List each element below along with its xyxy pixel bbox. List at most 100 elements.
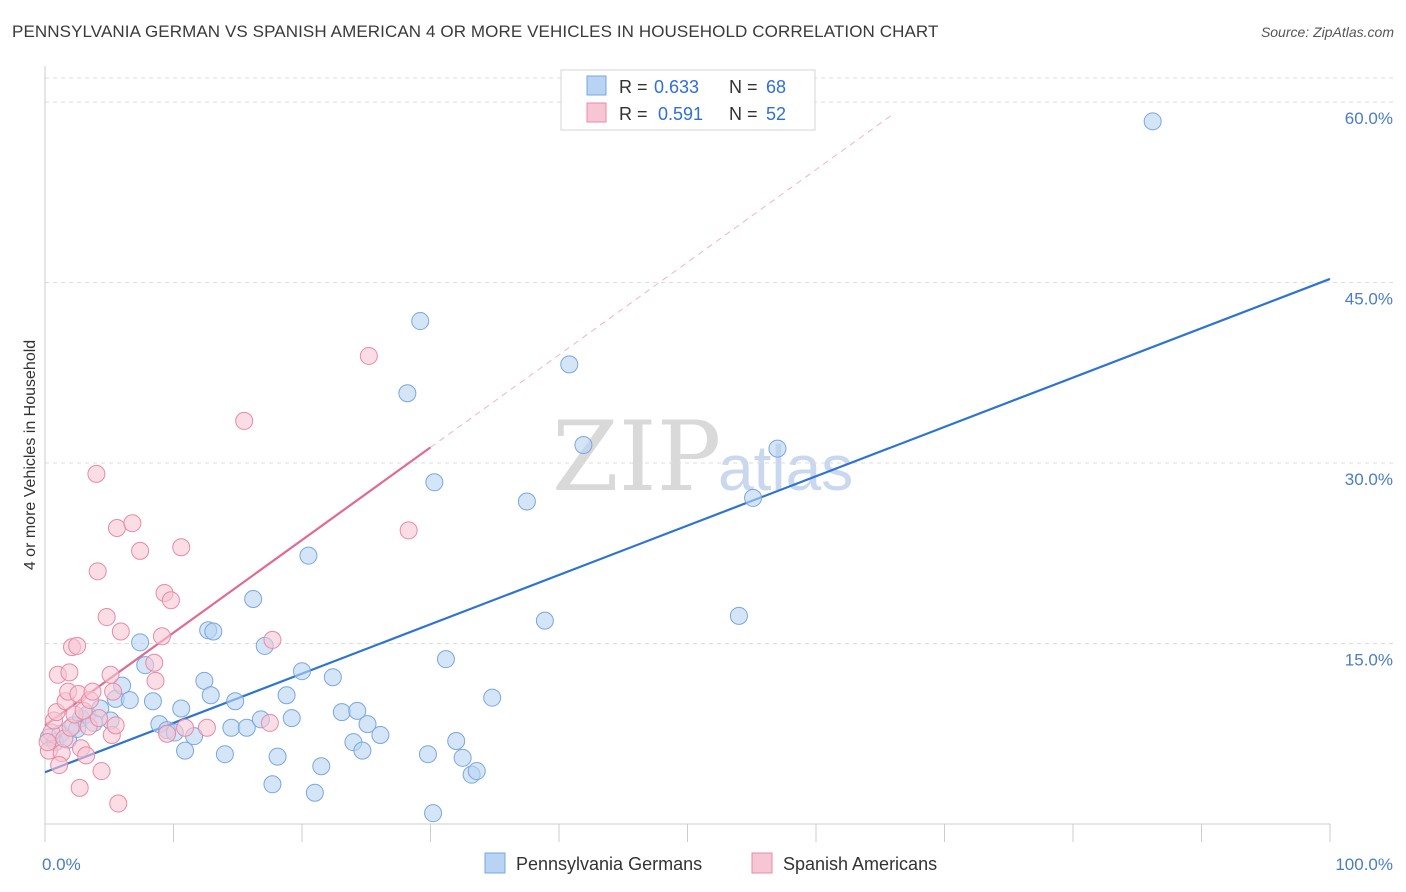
point-pennsylvania-germans-36: [282, 709, 301, 728]
point-pennsylvania-germans-64: [744, 488, 763, 507]
point-pennsylvania-germans-51: [424, 804, 443, 823]
trend-line-pennsylvania-germans: [44, 277, 1331, 774]
point-spanish-americans-32: [111, 622, 130, 641]
point-pennsylvania-germans-58: [483, 688, 502, 707]
bottom-legend-swatch-spanish-americans: [751, 852, 773, 874]
point-spanish-americans-42: [172, 538, 191, 557]
point-spanish-americans-50: [50, 756, 69, 775]
tick-labels: 15.0% 30.0% 45.0% 60.0% 0.0% 100.0%: [42, 109, 1393, 874]
point-spanish-americans-23: [88, 562, 107, 581]
point-pennsylvania-germans-34: [268, 747, 287, 766]
axes: [44, 66, 1331, 842]
point-pennsylvania-germans-24: [201, 686, 220, 705]
point-spanish-americans-21: [83, 682, 102, 701]
point-pennsylvania-germans-33: [263, 775, 282, 794]
point-pennsylvania-germans-40: [312, 757, 331, 776]
point-spanish-americans-46: [260, 713, 279, 732]
data-points: [38, 112, 1162, 823]
point-spanish-americans-35: [131, 541, 150, 560]
point-spanish-americans-9: [60, 663, 79, 682]
point-spanish-americans-34: [123, 514, 142, 533]
point-pennsylvania-germans-47: [371, 725, 390, 744]
y-tick-label-60: 60.0%: [1345, 109, 1393, 128]
point-pennsylvania-germans-46: [358, 715, 377, 734]
point-spanish-americans-13: [68, 636, 87, 655]
legend-r-value-1: 0.591: [658, 104, 703, 124]
grid-lines: [45, 77, 1395, 645]
point-pennsylvania-germans-42: [332, 703, 351, 722]
legend-n-value-0: 68: [766, 77, 786, 97]
point-pennsylvania-germans-27: [222, 718, 241, 737]
point-pennsylvania-germans-53: [436, 650, 455, 669]
legend-n-value-1: 52: [766, 104, 786, 124]
point-spanish-americans-22: [87, 464, 106, 483]
bottom-legend-swatch-pennsylvania-germans: [484, 852, 506, 874]
point-spanish-americans-48: [359, 346, 378, 365]
y-tick-label-30: 30.0%: [1345, 470, 1393, 489]
point-pennsylvania-germans-19: [172, 699, 191, 718]
point-pennsylvania-germans-41: [323, 668, 342, 687]
x-tick-label-end: 100.0%: [1335, 855, 1393, 874]
point-pennsylvania-germans-30: [244, 589, 263, 608]
point-pennsylvania-germans-35: [277, 686, 296, 705]
point-spanish-americans-24: [89, 709, 108, 728]
point-spanish-americans-33: [109, 794, 128, 813]
point-pennsylvania-germans-49: [411, 312, 430, 331]
point-spanish-americans-47: [263, 630, 282, 649]
point-pennsylvania-germans-65: [768, 439, 787, 458]
point-spanish-americans-38: [152, 627, 171, 646]
point-pennsylvania-germans-37: [293, 662, 311, 681]
point-pennsylvania-germans-44: [348, 701, 367, 720]
source-credit: Source: ZipAtlas.com: [1260, 24, 1394, 40]
legend-r-value-0: 0.633: [654, 77, 699, 97]
point-pennsylvania-germans-29: [237, 718, 256, 737]
x-tick-label-start: 0.0%: [42, 855, 81, 874]
bottom-legend-label-pennsylvania-germans: Pennsylvania Germans: [516, 854, 702, 874]
legend-n-label-0: N =: [729, 77, 758, 97]
point-spanish-americans-36: [145, 653, 164, 672]
y-tick-label-45: 45.0%: [1345, 290, 1393, 309]
point-pennsylvania-germans-13: [131, 633, 150, 652]
trend-extension-spanish-americans: [430, 113, 894, 448]
y-tick-label-15: 15.0%: [1345, 651, 1393, 670]
point-spanish-americans-30: [106, 716, 125, 735]
point-pennsylvania-germans-62: [574, 435, 593, 454]
point-spanish-americans-49: [399, 521, 418, 540]
point-pennsylvania-germans-61: [560, 355, 579, 374]
point-spanish-americans-29: [104, 682, 123, 701]
legend: R = 0.633 N = 68 R = 0.591 N = 52: [560, 69, 816, 131]
watermark-zip: ZIP: [552, 401, 721, 513]
point-spanish-americans-44: [197, 718, 216, 737]
legend-r-label-1: R =: [619, 104, 648, 124]
point-spanish-americans-15: [70, 778, 89, 797]
point-pennsylvania-germans-12: [120, 691, 139, 710]
point-pennsylvania-germans-25: [204, 622, 223, 641]
point-pennsylvania-germans-48: [398, 384, 417, 403]
point-spanish-americans-45: [235, 411, 254, 430]
trend-line-spanish-americans: [44, 446, 432, 727]
legend-swatch-spanish-americans: [586, 102, 607, 123]
point-pennsylvania-germans-59: [517, 492, 536, 511]
point-pennsylvania-germans-60: [535, 611, 554, 630]
point-pennsylvania-germans-55: [453, 748, 472, 767]
point-pennsylvania-germans-63: [729, 606, 748, 625]
point-spanish-americans-43: [176, 718, 195, 737]
legend-r-label-0: R =: [619, 77, 648, 97]
point-pennsylvania-germans-38: [299, 546, 318, 565]
point-spanish-americans-25: [92, 762, 111, 781]
legend-swatch-pennsylvania-germans: [586, 75, 607, 96]
point-spanish-americans-26: [97, 608, 116, 627]
point-pennsylvania-germans-45: [353, 741, 372, 760]
bottom-legend: Pennsylvania Germans Spanish Americans: [484, 852, 937, 874]
chart-title: PENNSYLVANIA GERMAN VS SPANISH AMERICAN …: [12, 22, 939, 41]
point-spanish-americans-41: [161, 591, 180, 610]
point-pennsylvania-germans-15: [143, 692, 162, 711]
point-spanish-americans-31: [107, 519, 126, 538]
point-pennsylvania-germans-66: [1143, 112, 1162, 131]
point-spanish-americans-51: [38, 733, 57, 752]
point-pennsylvania-germans-26: [215, 745, 234, 764]
point-pennsylvania-germans-52: [425, 473, 444, 492]
point-spanish-americans-40: [158, 724, 177, 743]
point-spanish-americans-37: [146, 671, 165, 690]
